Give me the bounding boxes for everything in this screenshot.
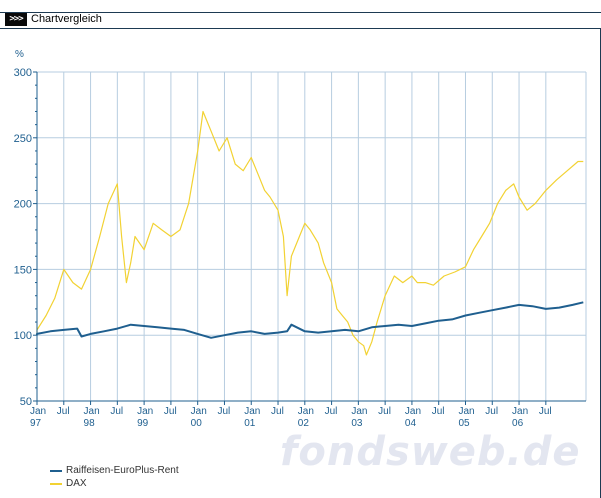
watermark-logo: fondsweb.de: [280, 429, 581, 475]
plot-area: [37, 72, 586, 401]
panel-header: >>> Chartvergleich: [0, 0, 601, 29]
legend-swatch: [50, 482, 62, 485]
x-tick-label: Jan: [298, 406, 314, 417]
y-axis-label: %: [15, 49, 24, 60]
legend-swatch: [50, 469, 62, 472]
header-bar: [0, 12, 601, 29]
x-tick-label: Jul: [432, 406, 445, 417]
y-tick-label: 300: [14, 67, 32, 79]
x-year-label: 05: [458, 418, 470, 429]
x-tick-label: Jan: [512, 406, 528, 417]
x-tick-label: Jan: [137, 406, 153, 417]
x-year-label: 02: [298, 418, 310, 429]
x-tick-label: Jul: [485, 406, 498, 417]
legend-label: DAX: [66, 478, 87, 489]
legend-label: Raiffeisen-EuroPlus-Rent: [66, 465, 179, 476]
x-tick-label: Jul: [57, 406, 70, 417]
x-tick-label: Jul: [110, 406, 123, 417]
x-year-label: 04: [405, 418, 417, 429]
panel-title: Chartvergleich: [31, 13, 102, 25]
x-year-label: 99: [137, 418, 149, 429]
x-tick-label: Jul: [164, 406, 177, 417]
x-tick-label: Jul: [325, 406, 338, 417]
y-tick-label: 150: [14, 264, 32, 276]
x-year-label: 00: [191, 418, 203, 429]
x-tick-label: Jan: [244, 406, 260, 417]
x-year-label: 03: [351, 418, 363, 429]
x-year-label: 97: [30, 418, 42, 429]
x-year-label: 01: [244, 418, 256, 429]
legend-item: Raiffeisen-EuroPlus-Rent: [50, 464, 179, 477]
legend: Raiffeisen-EuroPlus-Rent DAX: [50, 464, 179, 490]
x-tick-label: Jan: [30, 406, 46, 417]
x-tick-label: Jul: [378, 406, 391, 417]
series-lines: [36, 110, 584, 356]
x-tick-label: Jan: [458, 406, 474, 417]
legend-item: DAX: [50, 477, 179, 490]
x-tick-label: Jan: [191, 406, 207, 417]
x-tick-label: Jul: [271, 406, 284, 417]
series-line: [36, 110, 584, 356]
x-year-label: 06: [512, 418, 524, 429]
series-line: [36, 301, 584, 339]
x-tick-label: Jan: [84, 406, 100, 417]
y-tick-label: 50: [20, 396, 32, 408]
x-tick-label: Jan: [405, 406, 421, 417]
x-tick-label: Jan: [351, 406, 367, 417]
x-tick-label: Jul: [217, 406, 230, 417]
expand-arrow-button[interactable]: >>>: [5, 13, 27, 26]
x-tick-label: Jul: [539, 406, 552, 417]
y-tick-label: 100: [14, 330, 32, 342]
y-tick-label: 250: [14, 133, 32, 145]
x-year-label: 98: [84, 418, 96, 429]
y-tick-label: 200: [14, 199, 32, 211]
